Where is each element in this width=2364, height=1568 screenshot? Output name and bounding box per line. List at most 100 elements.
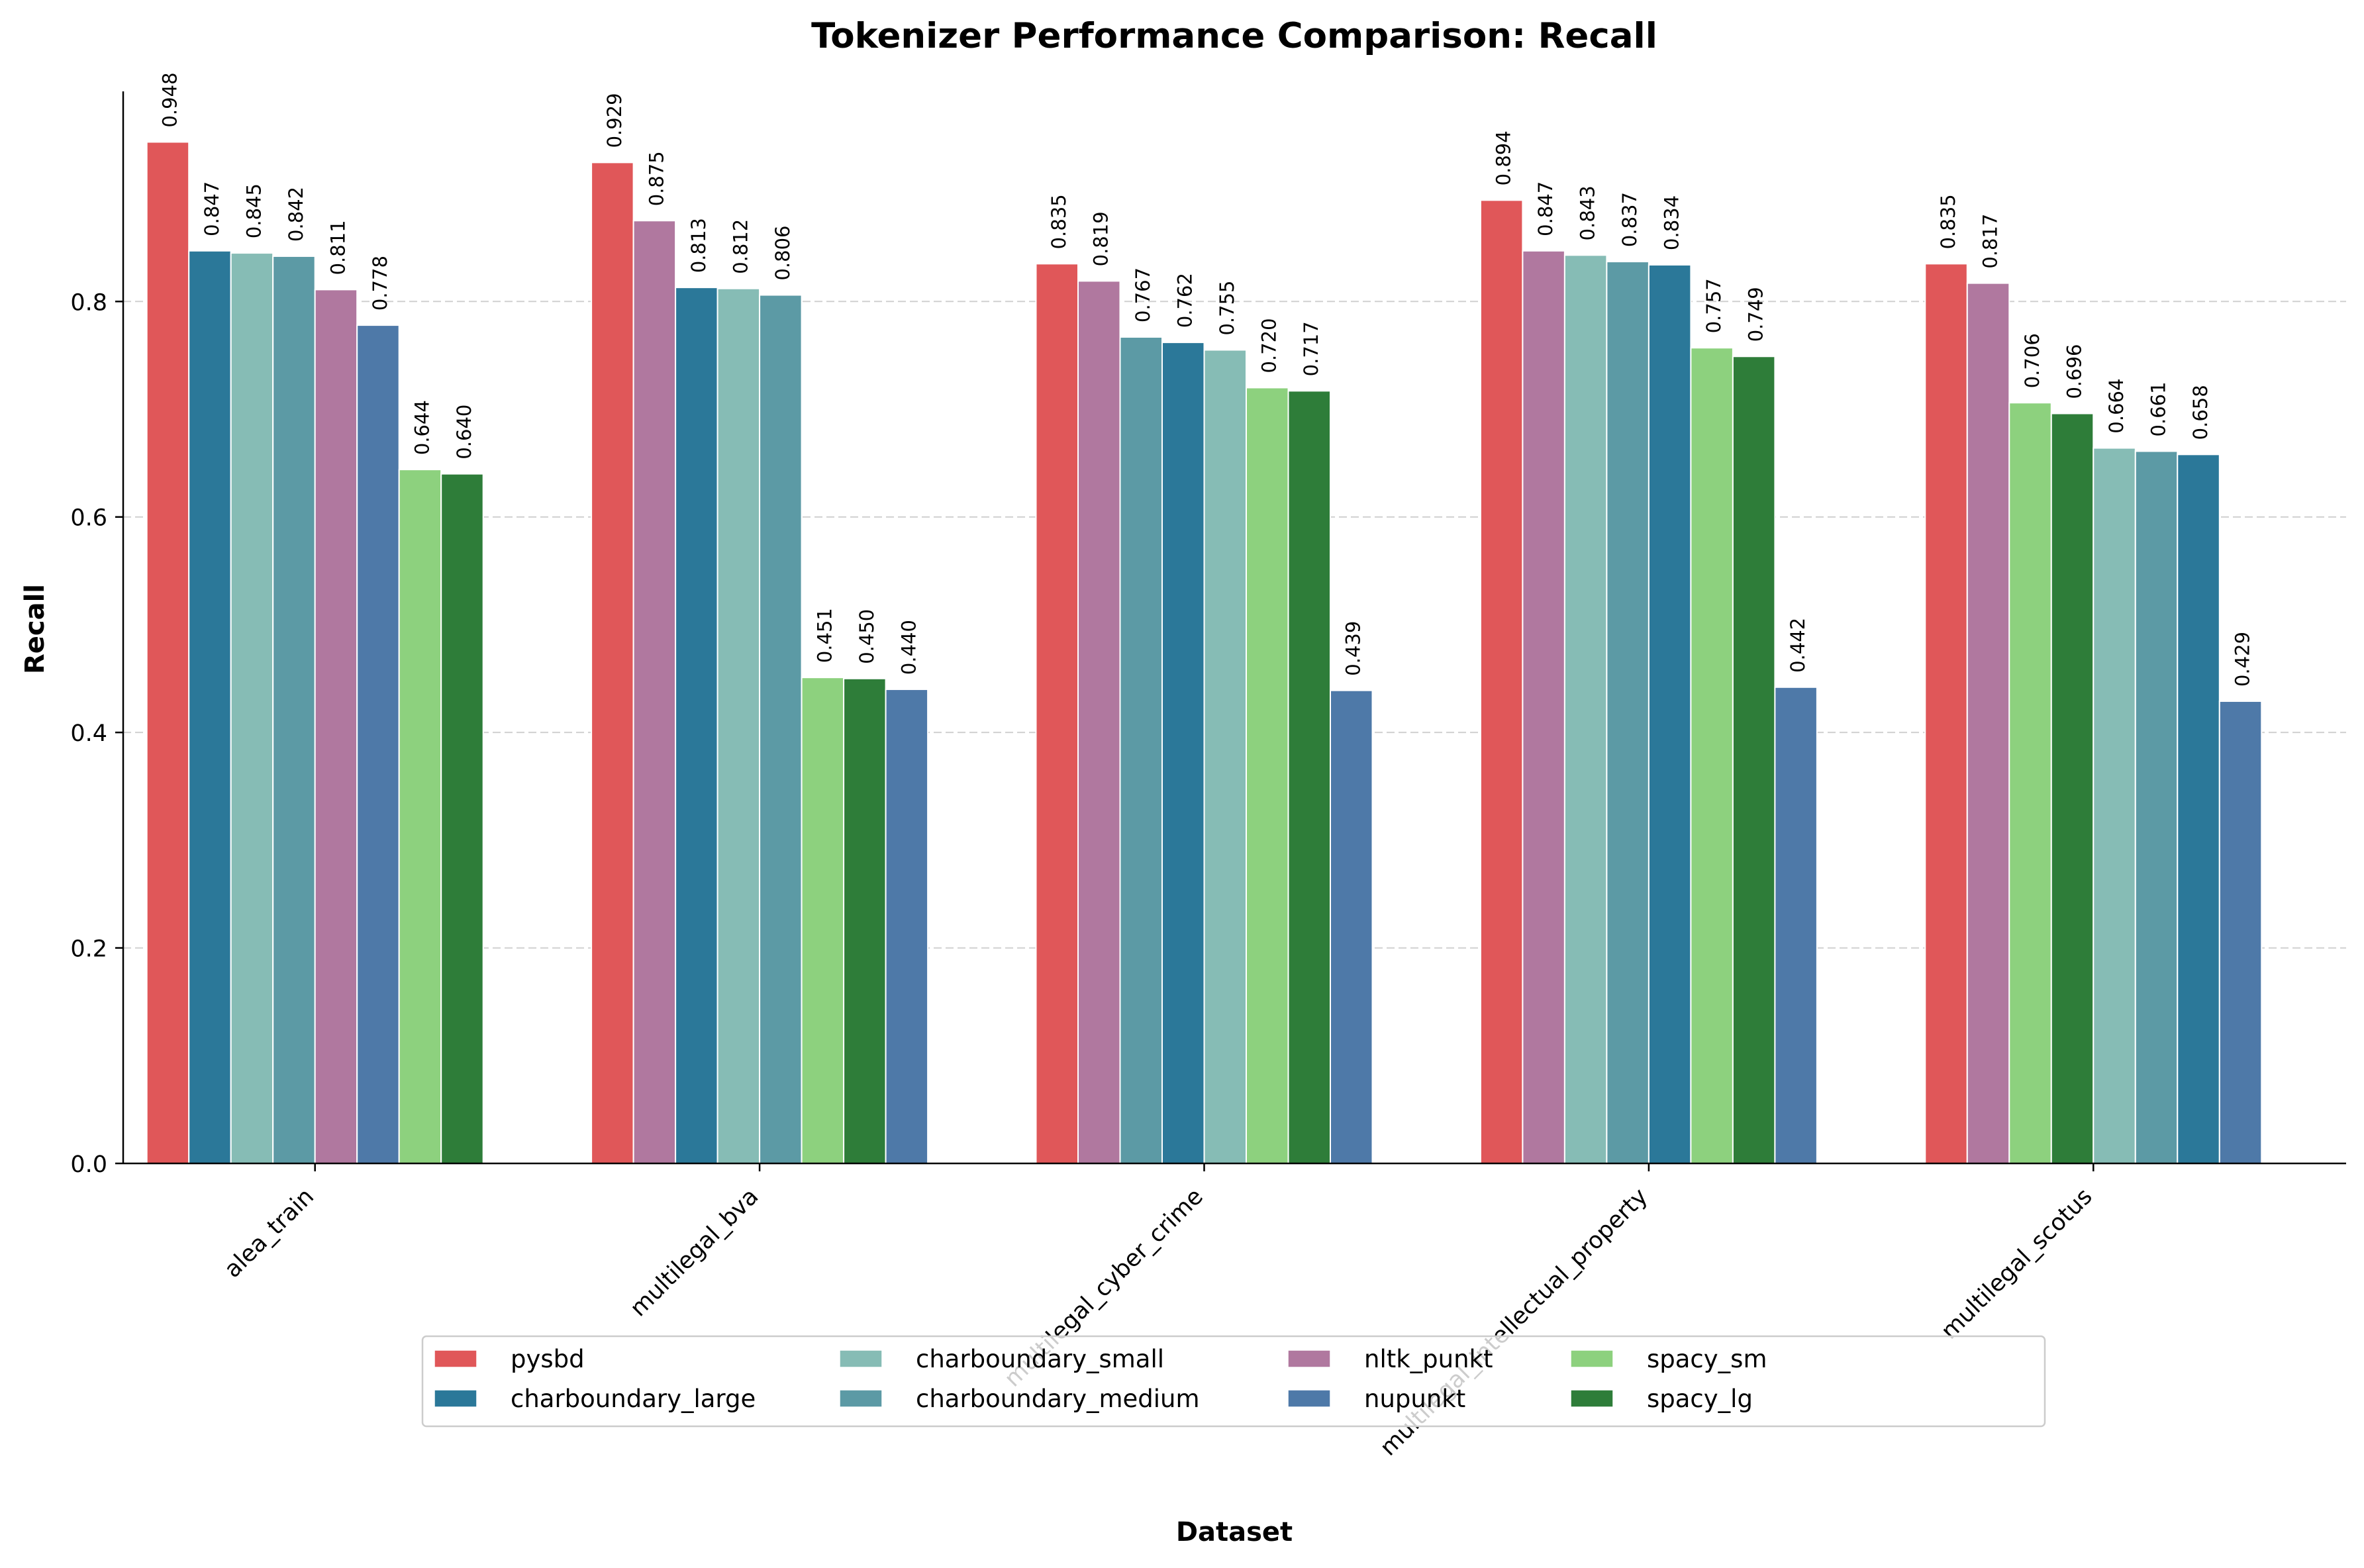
legend-label-pysbd: pysbd	[511, 1345, 585, 1373]
data-label: 0.817	[1979, 214, 2002, 269]
legend-label-charboundary-medium: charboundary_medium	[916, 1385, 1200, 1413]
data-label: 0.778	[369, 256, 391, 311]
axes	[122, 91, 2346, 1165]
bar-multilegal-cyber-crime-charboundary-large	[1161, 342, 1205, 1165]
bar-multilegal-cyber-crime-charboundary-medium	[1119, 336, 1163, 1164]
data-label: 0.644	[411, 400, 433, 455]
data-label: 0.440	[897, 620, 920, 675]
legend-swatch-charboundary-large	[434, 1389, 477, 1408]
data-label: 0.749	[1745, 287, 1767, 342]
legend-swatch-pysbd	[434, 1349, 477, 1368]
data-label: 0.842	[285, 187, 307, 242]
data-label: 0.757	[1702, 278, 1725, 333]
bar-multilegal-scotus-spacy-sm	[2008, 402, 2052, 1164]
bar-alea-train-nupunkt	[356, 324, 400, 1164]
legend-swatch-charboundary-medium	[839, 1389, 883, 1408]
data-label: 0.442	[1787, 618, 1809, 673]
bar-multilegal-intellectual-property-pysbd	[1479, 199, 1524, 1164]
y-tick-label: 0.0	[70, 1152, 107, 1178]
data-label: 0.835	[1937, 194, 1959, 249]
y-axis-label: Recall	[20, 584, 50, 674]
bar-multilegal-intellectual-property-nltk-punkt	[1522, 250, 1565, 1165]
data-label: 0.767	[1132, 268, 1154, 322]
bar-multilegal-intellectual-property-charboundary-large	[1648, 264, 1692, 1164]
legend-label-spacy-lg: spacy_lg	[1647, 1385, 1753, 1413]
bar-multilegal-bva-nltk-punkt	[632, 220, 677, 1165]
x-axis-label: Dataset	[1176, 1517, 1293, 1547]
data-label: 0.450	[856, 609, 878, 664]
data-label: 0.835	[1048, 194, 1070, 249]
data-label: 0.894	[1493, 130, 1515, 185]
bar-multilegal-cyber-crime-pysbd	[1035, 263, 1079, 1165]
bar-multilegal-cyber-crime-charboundary-small	[1203, 349, 1247, 1164]
data-label: 0.664	[2105, 379, 2128, 434]
y-tick-label: 0.6	[70, 505, 107, 532]
data-label: 0.819	[1090, 211, 1112, 266]
bar-multilegal-scotus-charboundary-small	[2093, 447, 2136, 1164]
bar-multilegal-bva-charboundary-medium	[759, 294, 803, 1164]
data-label: 0.845	[242, 183, 265, 238]
legend-swatch-charboundary-small	[839, 1349, 883, 1368]
data-label: 0.929	[603, 93, 626, 148]
data-label: 0.834	[1661, 195, 1683, 250]
legend-swatch-spacy-sm	[1570, 1349, 1614, 1368]
bar-multilegal-bva-spacy-lg	[843, 677, 887, 1164]
data-label: 0.875	[645, 151, 667, 206]
data-label: 0.451	[813, 608, 836, 663]
bar-alea-train-charboundary-large	[188, 250, 232, 1165]
data-label: 0.755	[1216, 280, 1238, 335]
y-tick-label: 0.4	[70, 720, 107, 747]
data-label: 0.439	[1342, 621, 1365, 676]
bar-multilegal-intellectual-property-spacy-lg	[1732, 356, 1776, 1164]
bar-multilegal-cyber-crime-nltk-punkt	[1077, 280, 1121, 1165]
data-label: 0.717	[1300, 321, 1322, 376]
data-label: 0.696	[2063, 344, 2086, 399]
bar-alea-train-pysbd	[146, 141, 190, 1165]
legend-label-charboundary-large: charboundary_large	[511, 1385, 756, 1413]
legend-frame	[421, 1335, 2046, 1428]
bar-multilegal-bva-charboundary-small	[716, 287, 761, 1164]
legend-swatch-nupunkt	[1287, 1389, 1331, 1408]
legend-label-nupunkt: nupunkt	[1364, 1385, 1465, 1413]
data-label: 0.640	[453, 405, 475, 460]
data-label: 0.706	[2021, 333, 2044, 388]
bar-multilegal-bva-nupunkt	[885, 689, 929, 1164]
bar-multilegal-scotus-nupunkt	[2218, 700, 2263, 1164]
y-tick-label: 0.8	[70, 289, 107, 316]
bar-multilegal-cyber-crime-spacy-lg	[1287, 390, 1331, 1164]
data-label: 0.661	[2147, 381, 2170, 436]
legend-label-spacy-sm: spacy_sm	[1647, 1345, 1767, 1373]
data-label: 0.762	[1174, 273, 1197, 328]
bar-multilegal-intellectual-property-charboundary-medium	[1606, 261, 1650, 1165]
bar-multilegal-bva-pysbd	[591, 162, 634, 1164]
bar-multilegal-bva-spacy-sm	[801, 677, 845, 1164]
data-label: 0.948	[158, 72, 181, 127]
y-ticks: 0.0 0.2 0.4 0.6 0.8	[70, 289, 123, 1178]
data-label: 0.843	[1577, 185, 1599, 240]
legend-swatch-nltk-punkt	[1287, 1349, 1331, 1368]
data-label: 0.658	[2189, 385, 2212, 440]
bar-multilegal-scotus-pysbd	[1924, 263, 1968, 1165]
legend-swatch-spacy-lg	[1570, 1389, 1614, 1408]
bar-multilegal-intellectual-property-charboundary-small	[1563, 254, 1608, 1165]
legend: pysbd charboundary_large charboundary_smal…	[421, 1335, 2046, 1428]
bar-multilegal-intellectual-property-spacy-sm	[1690, 347, 1734, 1164]
bar-multilegal-scotus-nltk-punkt	[1966, 282, 2010, 1165]
bar-multilegal-scotus-spacy-lg	[2050, 413, 2094, 1164]
bar-alea-train-charboundary-medium	[272, 255, 316, 1164]
data-label: 0.847	[1534, 181, 1557, 236]
bar-alea-train-charboundary-small	[230, 252, 274, 1165]
legend-label-nltk-punkt: nltk_punkt	[1364, 1345, 1493, 1373]
bar-alea-train-spacy-lg	[440, 473, 484, 1164]
data-label: 0.813	[687, 218, 710, 273]
data-label: 0.811	[326, 220, 349, 275]
data-label: 0.812	[729, 219, 752, 274]
bar-multilegal-scotus-charboundary-medium	[2134, 450, 2179, 1165]
chart-title: Tokenizer Performance Comparison: Recall	[811, 16, 1657, 56]
bar-multilegal-cyber-crime-spacy-sm	[1246, 387, 1289, 1165]
data-label: 0.429	[2232, 632, 2254, 687]
bar-alea-train-spacy-sm	[398, 469, 442, 1164]
bar-multilegal-intellectual-property-nupunkt	[1774, 686, 1818, 1164]
bar-multilegal-cyber-crime-nupunkt	[1330, 689, 1373, 1164]
